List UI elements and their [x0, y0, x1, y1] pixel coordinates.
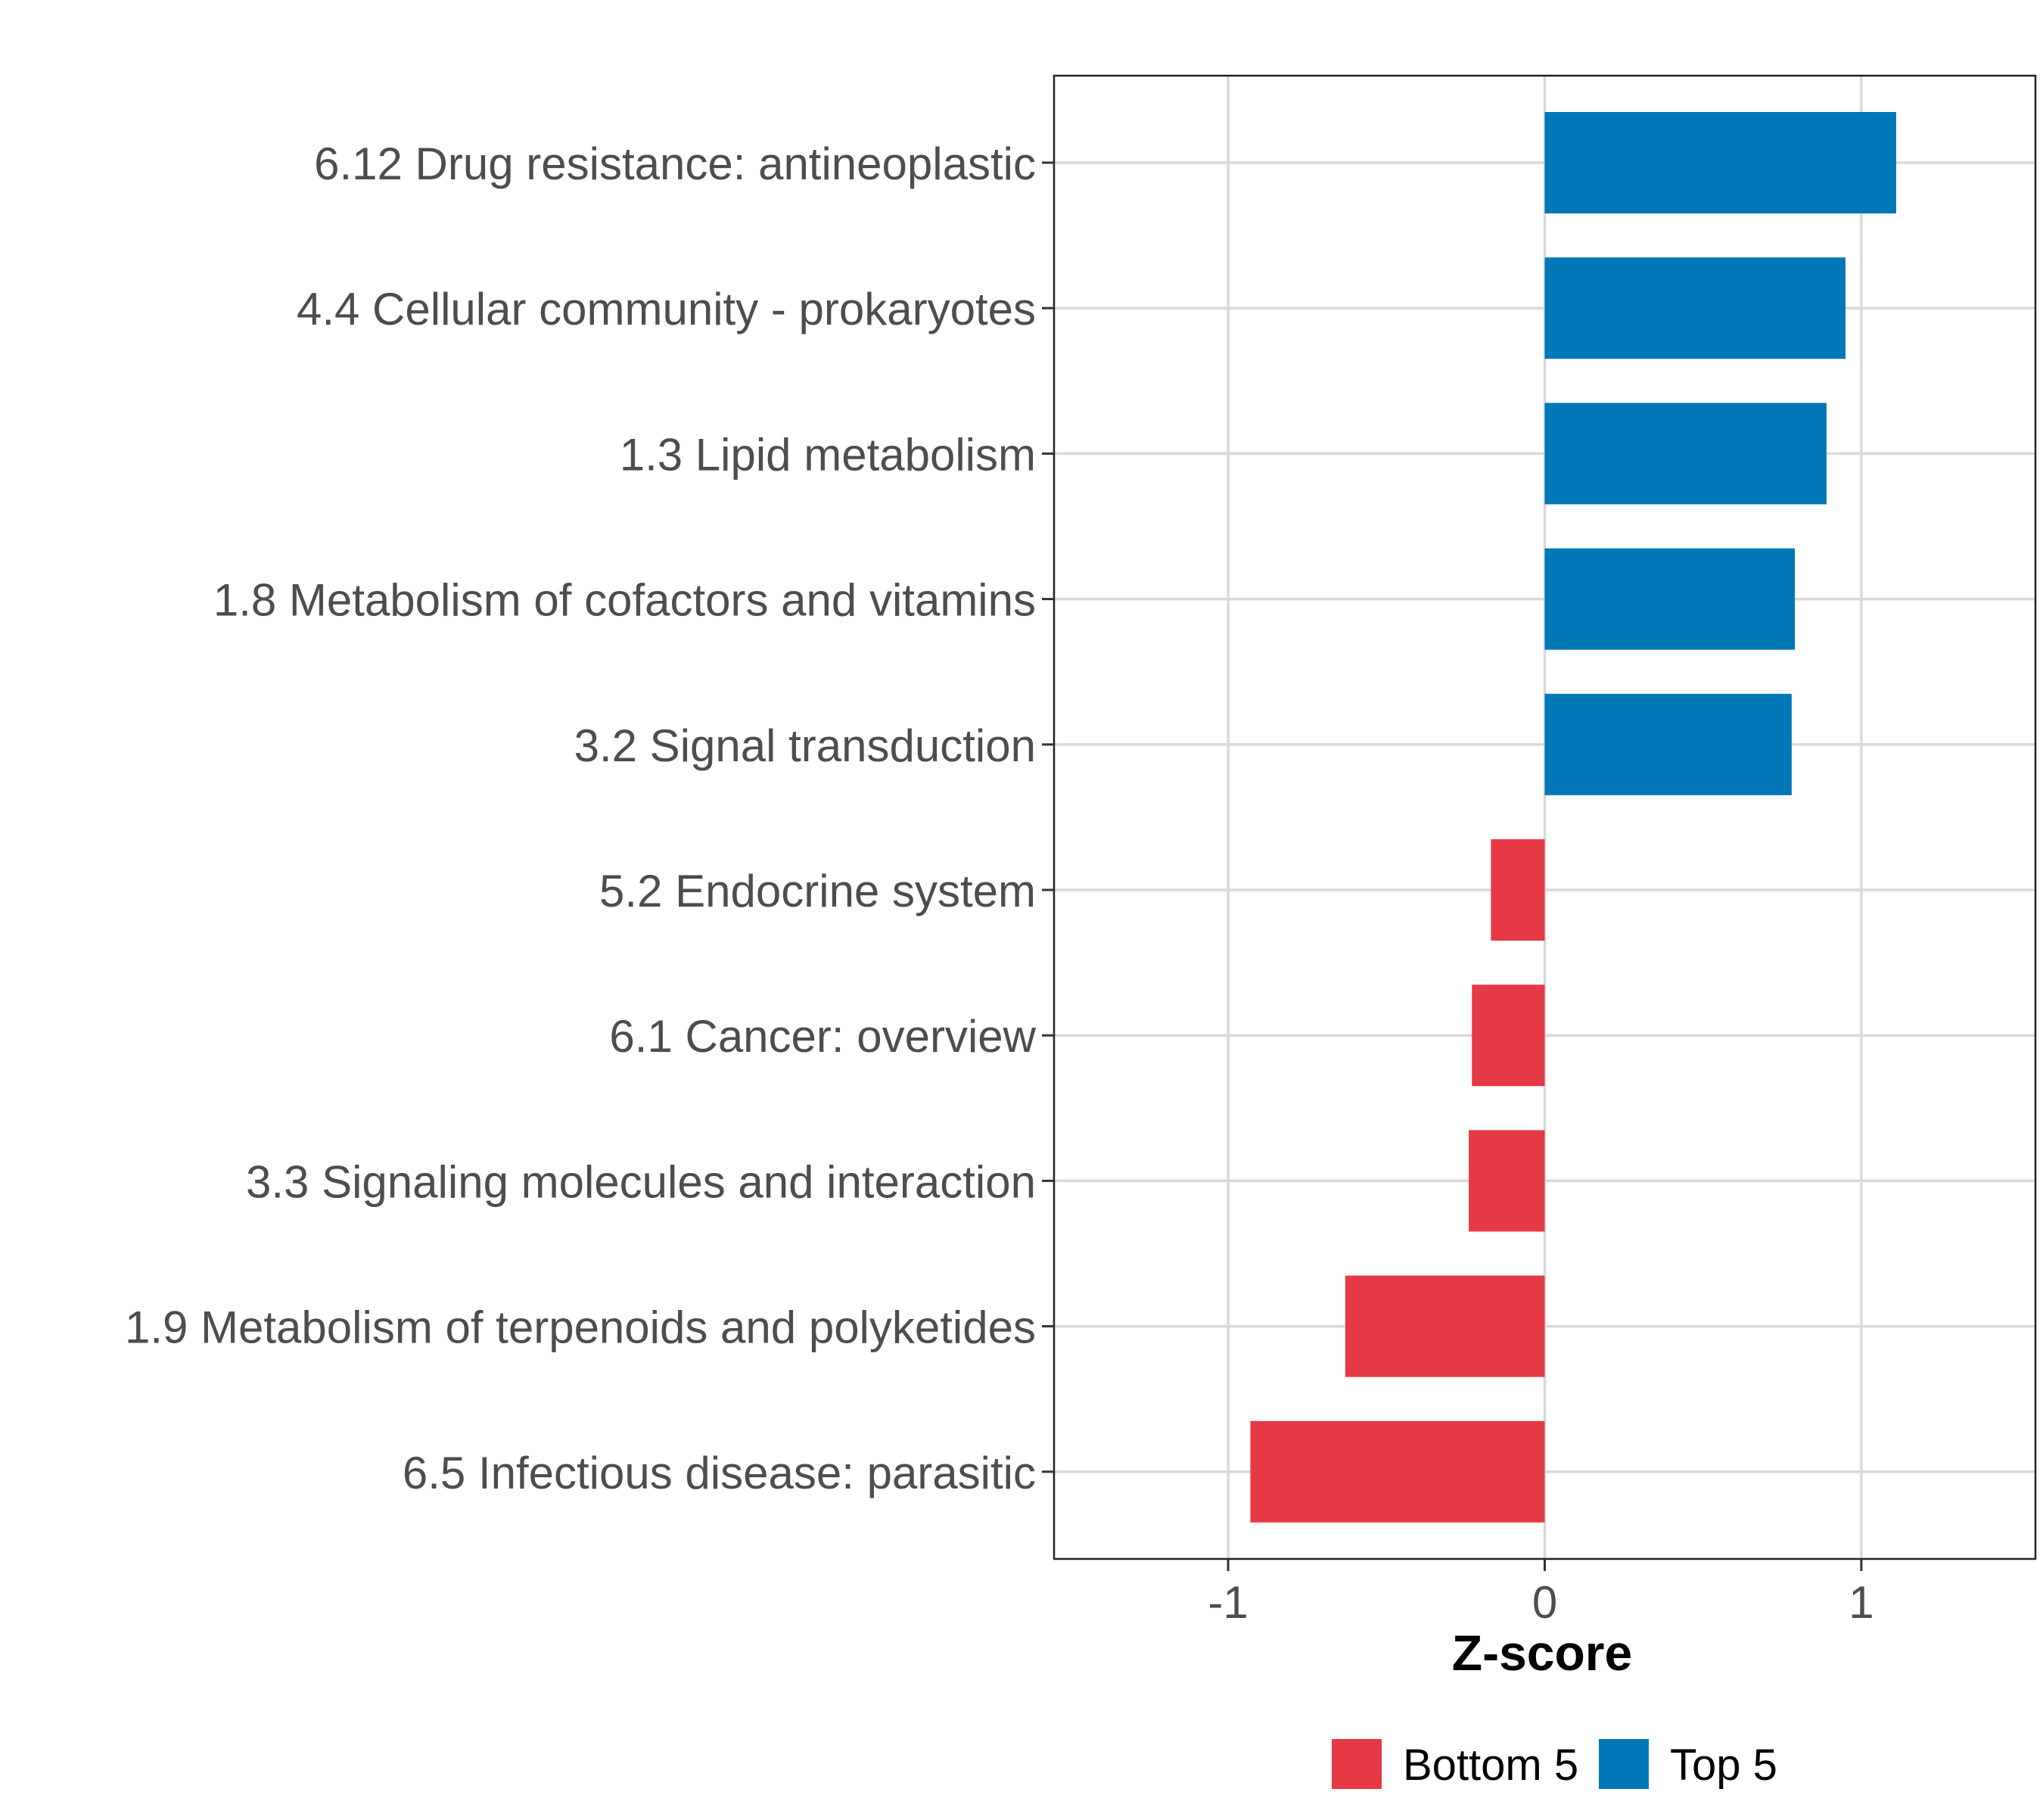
y-tick-label: 1.9 Metabolism of terpenoids and polyket…: [125, 1302, 1036, 1353]
bar: [1544, 693, 1792, 795]
y-tick-label: 5.2 Endocrine system: [599, 866, 1036, 916]
y-tick-label: 3.3 Signaling molecules and interaction: [246, 1156, 1036, 1207]
bar: [1491, 839, 1545, 941]
y-tick-label: 3.2 Signal transduction: [574, 720, 1036, 771]
y-tick-label: 6.5 Infectious disease: parasitic: [403, 1448, 1036, 1498]
x-tick-label: -1: [1208, 1577, 1248, 1628]
bar: [1469, 1130, 1545, 1232]
y-tick-label: 1.3 Lipid metabolism: [620, 429, 1036, 480]
x-axis-title: Z-score: [1452, 1625, 1632, 1681]
bar: [1544, 403, 1827, 505]
bar: [1472, 985, 1545, 1087]
legend-label: Bottom 5: [1403, 1741, 1578, 1790]
legend: Bottom 5 Top 5: [1332, 1739, 1777, 1790]
bar: [1345, 1275, 1545, 1377]
bar: [1250, 1420, 1545, 1523]
legend-label: Top 5: [1670, 1741, 1777, 1790]
axis-layer: 6.12 Drug resistance: antineoplastic 4.4 …: [125, 138, 1874, 1628]
bar: [1544, 548, 1796, 650]
y-tick-label: 1.8 Metabolism of cofactors and vitamins: [213, 575, 1036, 626]
x-tick-label: 1: [1849, 1577, 1874, 1628]
bar: [1544, 112, 1896, 213]
x-tick-label: 0: [1532, 1577, 1557, 1628]
bar-layer: [1250, 112, 1896, 1523]
y-tick-label: 6.12 Drug resistance: antineoplastic: [314, 138, 1036, 189]
legend-key: [1599, 1739, 1649, 1789]
bar: [1544, 257, 1846, 359]
legend-key: [1332, 1739, 1382, 1789]
y-tick-label: 6.1 Cancer: overview: [609, 1011, 1036, 1062]
y-tick-label: 4.4 Cellular community - prokaryotes: [297, 284, 1036, 334]
